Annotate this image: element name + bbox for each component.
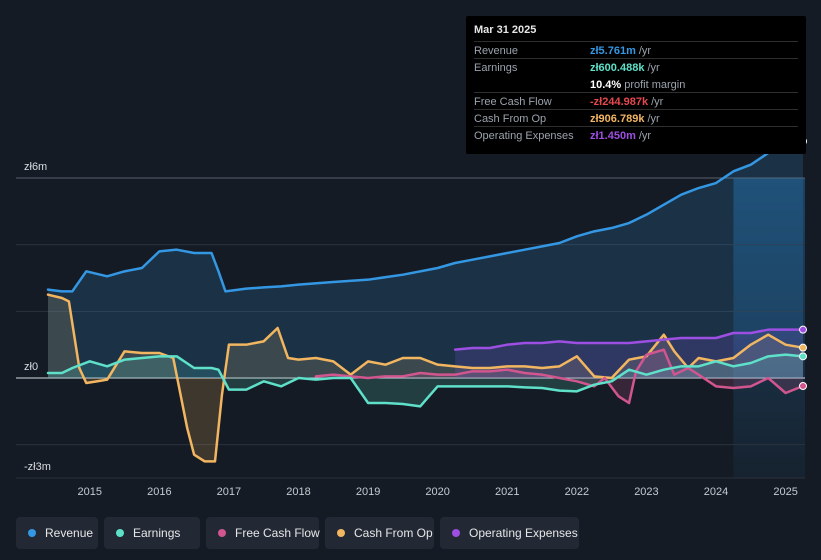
tooltip-row-cash-from-op: Cash From Op zł906.789k/yr [474,109,798,127]
legend-label: Operating Expenses [469,526,578,540]
legend-item-free-cash-flow[interactable]: Free Cash Flow [206,517,320,549]
legend-dot-icon [452,529,460,537]
legend-dot-icon [28,529,36,537]
legend-item-revenue[interactable]: Revenue [16,517,98,549]
series-fills [48,141,803,462]
tooltip-label: Earnings [474,62,518,74]
tooltip-label: Revenue [474,45,519,57]
series-endpoint-earnings [799,352,807,361]
tooltip-value: zł600.488k/yr [590,62,660,74]
series-line-cash-from-op [46,293,805,463]
tooltip-panel: Mar 31 2025 Revenue zł5.761m/yr Earnings… [466,16,806,154]
legend-dot-icon [337,529,345,537]
tooltip-value: 10.4% profit margin [590,79,686,91]
x-tick-label: 2025 [773,486,797,498]
x-tick-label: 2016 [147,486,171,498]
legend-label: Free Cash Flow [235,526,320,540]
x-axis-labels: 2015 2016 2017 2018 2019 2020 2021 2022 2023 2024… [78,486,798,498]
tooltip-row-operating-expenses: Operating Expenses zł1.450m/yr [474,126,798,144]
y-tick-label: zł6m [24,161,47,173]
series-area-free-cash-flow [315,349,803,403]
x-tick-label: 2024 [704,486,728,498]
x-tick-label: 2021 [495,486,519,498]
x-tick-label: 2022 [565,486,589,498]
tooltip-row-earnings: Earnings zł600.488k/yr [474,58,798,76]
legend-item-cash-from-op[interactable]: Cash From Op [325,517,434,549]
tooltip-value: zł906.789k/yr [590,113,660,125]
y-tick-label: zł0 [24,361,38,373]
x-tick-label: 2015 [78,486,102,498]
tooltip-row-revenue: Revenue zł5.761m/yr [474,41,798,59]
tooltip-label: Operating Expenses [474,130,574,142]
tooltip-label: Cash From Op [474,113,547,125]
tooltip-row-profit-margin: 10.4% profit margin [474,75,798,93]
legend-label: Earnings [133,526,181,540]
series-area-operating-expenses [455,329,803,378]
y-axis-labels: zł6m zł0 -zł3m [24,161,51,473]
legend-dot-icon [218,529,226,537]
series-line-free-cash-flow [314,348,805,405]
x-tick-label: 2017 [217,486,241,498]
series-line-revenue [46,140,805,293]
legend-dot-icon [116,529,124,537]
series-line-operating-expenses [453,328,805,351]
x-tick-label: 2019 [356,486,380,498]
tooltip-date: Mar 31 2025 [474,24,537,36]
series-area-earnings [48,354,803,407]
tooltip-label: Free Cash Flow [474,96,552,108]
x-tick-label: 2018 [286,486,310,498]
tooltip-row-free-cash-flow: Free Cash Flow -zł244.987k/yr [474,92,798,110]
series-endpoint-cash-from-op [799,343,807,352]
series-lines [46,140,805,463]
legend-item-operating-expenses[interactable]: Operating Expenses [440,517,579,549]
gridlines [16,177,805,479]
series-endpoint-free-cash-flow [799,381,807,390]
x-tick-label: 2020 [425,486,449,498]
legend-label: Cash From Op [354,526,433,540]
series-area-cash-from-op [48,294,803,462]
tooltip-value: zł5.761m/yr [590,45,652,57]
x-tick-label: 2023 [634,486,658,498]
tooltip-value: -zł244.987k/yr [590,96,664,108]
y-tick-label: -zł3m [24,461,51,473]
tooltip-value: zł1.450m/yr [590,130,652,142]
legend-item-earnings[interactable]: Earnings [104,517,200,549]
series-endpoint-operating-expenses [799,325,807,334]
legend-label: Revenue [45,526,94,540]
highlight-region [733,178,805,478]
series-line-earnings [46,353,805,408]
series-area-revenue [48,141,803,378]
